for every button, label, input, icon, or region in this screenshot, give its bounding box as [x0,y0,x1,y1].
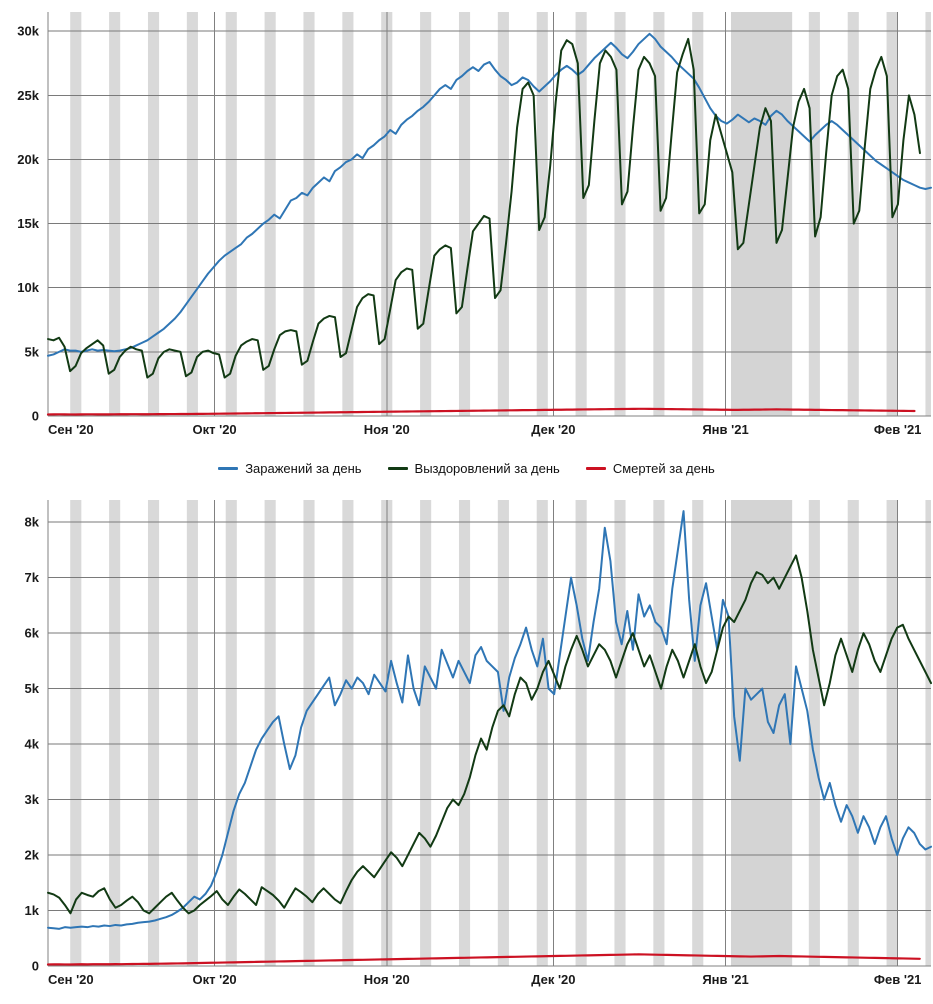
y-tick-label: 2k [25,848,40,863]
weekend-band [264,12,276,416]
weekend-band [925,500,931,966]
y-tick-label: 6k [25,626,40,641]
y-tick-label: 20k [17,152,39,167]
x-tick-label: Дек '20 [531,422,575,437]
chart-top-svg: 0 5k 10k 15k 20k 25k 30k Сен '20 Окт '20 Ноя '20 Д… [17,12,932,437]
weekend-band [342,12,354,416]
series-line-infected[interactable] [47,510,932,930]
new-year-holiday-band [731,12,793,416]
weekend-band [264,500,276,966]
line-swatch-icon [585,466,606,470]
weekend-band [692,500,704,966]
weekend-band [614,500,626,966]
legend-item-0[interactable]: Заражений за день [218,460,362,476]
y-tick-label: 7k [25,570,40,585]
weekend-band [147,500,160,966]
weekend-band [458,12,471,416]
weekend-band [303,500,315,966]
weekend-band [575,12,587,416]
legend-item-2[interactable]: Смертей за день [585,460,715,476]
y-tick-label: 1k [25,903,40,918]
weekend-band [575,500,587,966]
x-tick-label: Окт '20 [193,422,237,437]
weekend-band [109,12,121,416]
x-tick-label: Сен '20 [48,972,94,987]
weekend-band [225,500,237,966]
x-tick-label: Янв '21 [702,422,748,437]
series-line-deaths[interactable] [46,953,921,966]
x-tick-label: Сен '20 [48,422,94,437]
y-gridlines-group: 0 5k 10k 15k 20k 25k 30k [17,24,931,424]
new-year-holiday-band [731,500,793,966]
x-tick-label: Фев '21 [874,972,921,987]
y-tick-label: 0 [32,959,39,974]
weekend-band [808,500,820,966]
line-swatch-icon [387,466,408,470]
weekend-band [536,12,548,416]
y-tick-label: 8k [25,515,40,530]
series-line-recovered[interactable] [47,554,932,915]
infections-daily-chart-bottom: 0 1k 2k 3k 4k 5k 6k 7k 8k Сен '20 Окт '20 Ноя '20 Де… [0,486,933,1004]
x-tick-label: Дек '20 [531,972,575,987]
plot-background [48,500,931,966]
weekend-band [497,500,509,966]
weekend-band [225,12,237,416]
x-tick-label: Янв '21 [702,972,748,987]
weekend-band [847,500,859,966]
y-tick-label: 15k [17,216,39,231]
weekend-band [497,12,509,416]
x-tick-label: Фев '21 [874,422,921,437]
weekend-band [420,500,432,966]
weekend-band [653,500,665,966]
weekend-band [303,12,315,416]
x-gridlines-group: Сен '20 Окт '20 Ноя '20 Дек '20 Янв '21 Фев '… [47,12,921,437]
weekend-band [70,12,82,416]
weekend-band [614,12,626,416]
series-line-infected[interactable] [47,32,932,357]
legend-item-label: Смертей за день [612,460,715,476]
x-tick-label: Окт '20 [193,972,237,987]
y-tick-label: 5k [25,681,40,696]
x-tick-label: Ноя '20 [364,422,410,437]
weekend-band [458,500,471,966]
series-line-recovered[interactable] [47,37,921,379]
weekend-band [147,12,160,416]
series-line-deaths[interactable] [46,407,916,416]
weekend-band [536,500,548,966]
legend-item-label: Выздоровлений за день [414,460,560,476]
chart-bottom-svg: 0 1k 2k 3k 4k 5k 6k 7k 8k Сен '20 Окт '20 Ноя '20 Де… [25,500,932,987]
x-gridlines-group: Сен '20 Окт '20 Ноя '20 Дек '20 Янв '21 Фев '… [47,500,921,987]
weekend-band [692,12,704,416]
x-tick-label: Ноя '20 [364,972,410,987]
y-tick-label: 5k [25,344,40,359]
y-tick-label: 0 [32,409,39,424]
weekend-band [70,500,82,966]
weekend-band [653,12,665,416]
y-tick-label: 10k [17,280,39,295]
line-swatch-icon [218,466,239,470]
y-tick-label: 3k [25,792,40,807]
weekend-band [886,500,898,966]
y-tick-label: 4k [25,737,40,752]
chart-legend: Заражений за день Выздоровлений за день См… [0,450,933,486]
weekend-band [342,500,354,966]
weekend-band [186,12,198,416]
weekend-band [420,12,432,416]
legend-item-1[interactable]: Выздоровлений за день [387,460,560,476]
weekend-band [925,12,931,416]
y-tick-label: 30k [17,24,39,39]
y-tick-label: 25k [17,88,39,103]
weekend-band [186,500,198,966]
weekend-band [109,500,121,966]
legend-item-label: Заражений за день [245,460,362,476]
infections-daily-chart-top: 0 5k 10k 15k 20k 25k 30k Сен '20 Окт '20 Ноя '20 Д… [0,0,933,450]
